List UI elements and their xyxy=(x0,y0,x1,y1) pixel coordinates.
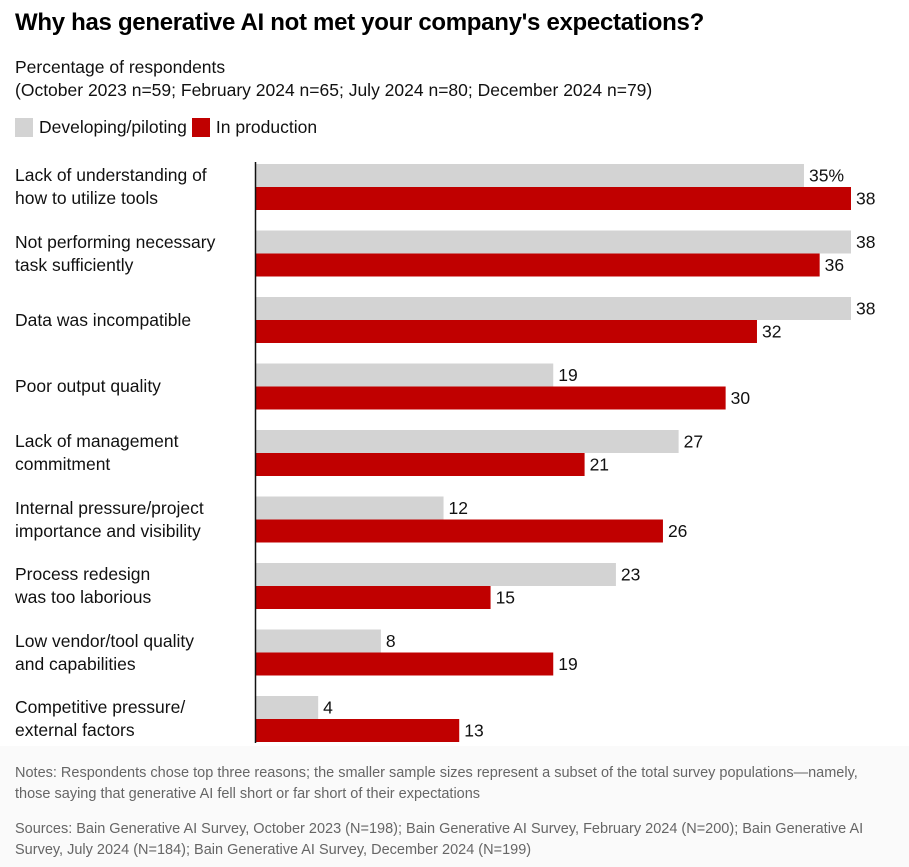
category-label: Low vendor/tool quality and capabilities xyxy=(15,630,194,676)
category-label-line: commitment xyxy=(15,454,111,474)
data-label: 21 xyxy=(590,455,609,475)
category-label-line: Lack of understanding of xyxy=(15,165,207,185)
bar-production xyxy=(255,253,820,277)
category-label: Process redesign was too laborious xyxy=(15,563,151,609)
subtitle-line-2: (October 2023 n=59; February 2024 n=65; … xyxy=(15,80,653,100)
bar-developing xyxy=(255,363,554,387)
category-label-line: Not performing necessary xyxy=(15,231,216,252)
data-label: 8 xyxy=(386,631,396,651)
legend-item-production: In production xyxy=(191,117,318,138)
category-label: Data was incompatible xyxy=(15,309,191,332)
data-label: 19 xyxy=(558,365,577,385)
category-label-line: Process redesign xyxy=(15,564,151,584)
bar-production xyxy=(255,453,585,476)
category-label: Lack of management commitment xyxy=(15,430,178,476)
bar-developing xyxy=(255,496,444,520)
category-label-line: Internal pressure/project xyxy=(15,497,204,518)
category-label: Internal pressure/project importance and … xyxy=(15,497,204,543)
legend-swatch-production xyxy=(191,118,210,137)
data-label: 15 xyxy=(496,588,515,608)
bar-production xyxy=(255,586,491,609)
category-label: Lack of understanding of how to utilize t… xyxy=(15,164,207,210)
category-label-line: Poor output quality xyxy=(15,376,161,396)
bar-developing xyxy=(255,164,804,187)
category-label-line: how to utilize tools xyxy=(15,188,158,208)
bar-production xyxy=(255,519,663,543)
legend-label-production: In production xyxy=(215,117,318,137)
legend: Developing/piloting In production xyxy=(15,117,322,138)
category-label-line: external factors xyxy=(15,720,135,740)
data-label: 26 xyxy=(668,521,687,541)
data-label: 13 xyxy=(464,721,483,741)
data-label: 4 xyxy=(323,698,333,718)
data-label: 38 xyxy=(856,232,875,252)
bar-developing xyxy=(255,297,851,320)
data-label: 19 xyxy=(558,654,577,674)
category-label: Competitive pressure/external factors xyxy=(15,696,185,742)
subtitle-line-1: Percentage of respondents xyxy=(15,57,226,77)
data-label: 12 xyxy=(449,498,468,518)
bar-developing xyxy=(255,430,679,453)
bar-production xyxy=(255,652,554,676)
bar-chart: 35% 38 38 36 38 32 19 30 27 21 12 26 23 15 8 19 4 13 xyxy=(254,162,875,743)
footer: Notes: Respondents chose top three reaso… xyxy=(0,746,909,867)
bar-production xyxy=(255,386,726,410)
category-label-line: Data was incompatible xyxy=(15,309,192,330)
category-label-line: and capabilities xyxy=(15,653,136,674)
bar-developing xyxy=(255,563,616,586)
data-label: 27 xyxy=(684,432,703,452)
category-label: Poor output quality xyxy=(15,375,161,398)
chart-title: Why has generative AI not met your compa… xyxy=(15,9,704,36)
data-label: 36 xyxy=(825,255,844,275)
bar-developing xyxy=(255,696,319,719)
notes-text: Notes: Respondents chose top three reaso… xyxy=(15,765,858,802)
data-label: 38 xyxy=(856,299,875,319)
data-label: 23 xyxy=(621,565,640,585)
sources-text: Sources: Bain Generative AI Survey, Octo… xyxy=(15,821,864,858)
bar-production xyxy=(255,187,851,210)
category-label-line: importance and visibility xyxy=(15,520,201,541)
category-label-line: Low vendor/tool quality xyxy=(15,630,194,651)
category-label-line: task sufficiently xyxy=(15,254,134,275)
data-label: 32 xyxy=(762,322,781,342)
legend-label-developing: Developing/piloting xyxy=(39,117,187,137)
category-label-line: was too laborious xyxy=(15,587,152,607)
category-label-line: Lack of management xyxy=(15,431,179,451)
bar-developing xyxy=(255,230,851,254)
category-label: Not performing necessary task sufficientl… xyxy=(15,231,215,277)
bar-production xyxy=(255,719,460,742)
legend-item-developing: Developing/piloting xyxy=(15,117,187,138)
legend-swatch-developing xyxy=(15,118,33,137)
bar-developing xyxy=(255,629,381,653)
data-label: 35% xyxy=(809,166,844,186)
chart-subtitle: Percentage of respondents (October 2023 … xyxy=(15,56,652,102)
category-label-line: Competitive pressure/ xyxy=(15,697,186,717)
bar-production xyxy=(255,320,757,343)
data-label: 38 xyxy=(856,189,875,209)
data-label: 30 xyxy=(731,388,751,408)
